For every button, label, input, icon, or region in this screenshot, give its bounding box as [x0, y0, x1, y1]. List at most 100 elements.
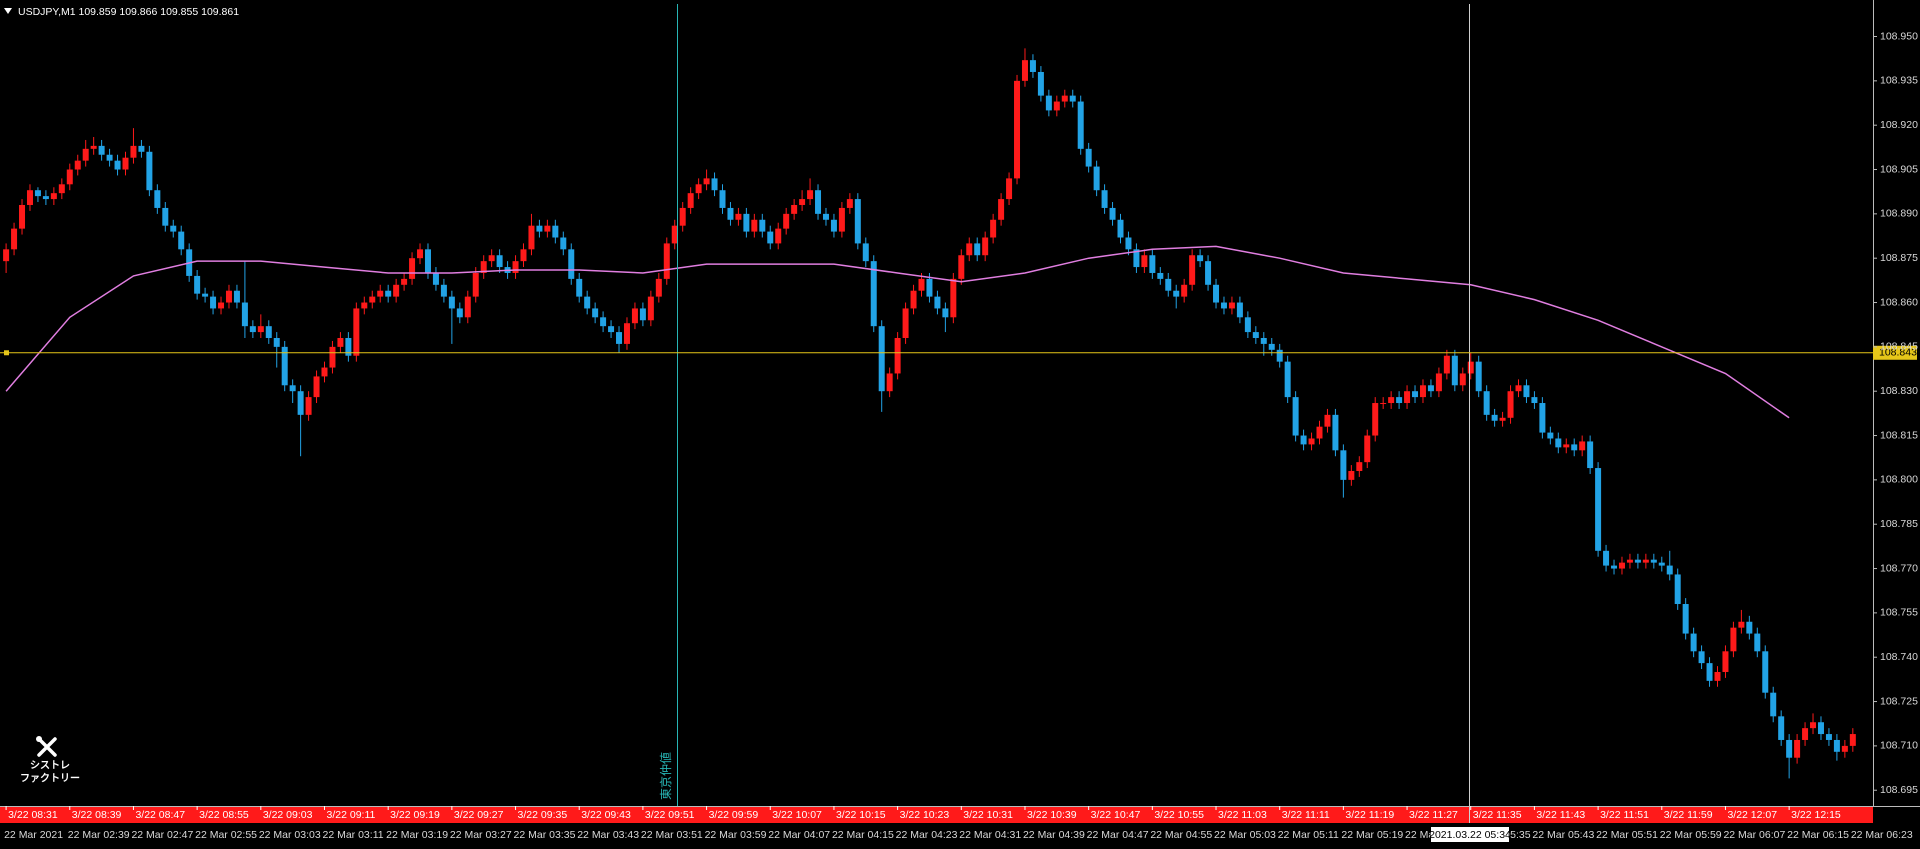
- date-label: 22 Mar 06:07: [1723, 829, 1785, 841]
- date-label: 22 Mar 05:43: [1532, 829, 1594, 841]
- candle-body: [305, 397, 312, 415]
- candle-body: [1825, 734, 1832, 740]
- logo-icon: [37, 737, 57, 757]
- candle-body: [592, 308, 599, 318]
- candle-body: [265, 326, 272, 338]
- candle-body: [703, 178, 710, 185]
- candle-body: [1109, 207, 1116, 220]
- date-label: 22 Mar 04:31: [959, 829, 1021, 841]
- candle-body: [1404, 391, 1411, 404]
- date-label: 22 Mar 03:19: [386, 829, 448, 841]
- candle-body: [1579, 441, 1586, 451]
- candle-body: [1451, 355, 1458, 386]
- time-label: 3/22 11:35: [1473, 809, 1522, 821]
- candle-body: [1292, 397, 1299, 436]
- candle-body: [1228, 302, 1235, 309]
- candle-body: [146, 151, 153, 191]
- time-label: 3/22 09:27: [454, 809, 504, 821]
- candle-body: [1181, 284, 1188, 297]
- y-tick-label: 108.860: [1880, 296, 1918, 308]
- candle-body: [1029, 60, 1036, 72]
- candle-body: [1642, 559, 1649, 563]
- y-tick-label: 108.845: [1880, 341, 1918, 353]
- candle-body: [218, 302, 225, 309]
- time-label: 3/22 08:39: [72, 809, 122, 821]
- candle-body: [162, 207, 169, 226]
- time-bar: [0, 806, 1873, 823]
- candle-body: [58, 184, 65, 194]
- candle-body: [1189, 255, 1196, 285]
- date-label: 22 Mar 03:35: [514, 829, 576, 841]
- candle-body: [1778, 716, 1785, 740]
- date-label: 22 Mar 05:03: [1214, 829, 1276, 841]
- candle-body: [1284, 361, 1291, 398]
- candle-body: [488, 255, 495, 262]
- candle-body: [878, 326, 885, 392]
- candle-body: [1037, 71, 1044, 96]
- candle-body: [1316, 426, 1323, 439]
- candle-body: [950, 278, 957, 318]
- date-label: 22 Mar 03:11: [323, 829, 384, 841]
- candle-body: [1372, 403, 1379, 436]
- candle-body: [1682, 604, 1689, 634]
- candle-body: [170, 225, 177, 232]
- y-tick-label: 108.770: [1880, 562, 1918, 574]
- candle-body: [66, 169, 73, 185]
- candle-body: [1523, 385, 1530, 398]
- candle-body: [1173, 290, 1180, 297]
- logo-line: ファクトリー: [20, 773, 80, 785]
- candle-body: [918, 278, 925, 291]
- candle-body: [902, 308, 909, 338]
- candle-body: [1571, 444, 1578, 451]
- candle-body: [1849, 734, 1856, 746]
- candle-body: [1794, 739, 1801, 758]
- candle-body: [1555, 438, 1562, 448]
- y-tick-label: 108.890: [1880, 208, 1918, 220]
- candle-body: [663, 243, 670, 279]
- candle-body: [862, 243, 869, 262]
- time-label: 3/22 10:39: [1027, 809, 1077, 821]
- candle-body: [1348, 471, 1355, 480]
- y-tick-label: 108.800: [1880, 474, 1918, 486]
- candle-body: [1754, 633, 1761, 652]
- candle-body: [353, 308, 360, 356]
- logo-icon-dot: [36, 736, 42, 742]
- candle-body: [1388, 397, 1395, 404]
- candle-body: [377, 290, 384, 297]
- candle-body: [98, 145, 105, 155]
- candle-body: [942, 308, 949, 318]
- date-label: 22 Mar 02:47: [131, 829, 193, 841]
- time-label: 3/22 11:27: [1409, 809, 1458, 821]
- candle-body: [1539, 403, 1546, 433]
- candle-body: [1356, 462, 1363, 472]
- candle-body: [26, 190, 33, 205]
- candle-body: [1125, 237, 1132, 250]
- candle-body: [647, 296, 654, 321]
- candle-body: [1706, 663, 1713, 681]
- candle-body: [1626, 559, 1633, 563]
- time-label: 3/22 10:31: [963, 809, 1013, 821]
- candle-body: [432, 272, 439, 285]
- candle-body: [584, 296, 591, 309]
- candle-body: [1213, 284, 1220, 303]
- candle-body: [281, 346, 288, 386]
- date-label: 22 Mar 02:55: [195, 829, 257, 841]
- candle-body: [225, 290, 232, 303]
- time-label: 3/22 11:11: [1282, 809, 1330, 821]
- candle-body: [1658, 562, 1665, 566]
- date-label: 22 Mar 06:23: [1851, 829, 1913, 841]
- date-label: 22 Mar 05:51: [1596, 829, 1658, 841]
- candle-body: [512, 261, 519, 273]
- time-label: 3/22 10:47: [1091, 809, 1141, 821]
- plot-area: [3, 48, 1856, 779]
- candle-body: [926, 278, 933, 297]
- candle-body: [1674, 574, 1681, 605]
- candle-body: [448, 296, 455, 309]
- candle-body: [194, 275, 201, 294]
- candle-body: [1841, 745, 1848, 752]
- candle-body: [1101, 190, 1108, 208]
- candle-body: [369, 296, 376, 303]
- time-label: 3/22 08:47: [135, 809, 185, 821]
- price-line-start: [4, 350, 9, 356]
- candle-body: [1483, 391, 1490, 415]
